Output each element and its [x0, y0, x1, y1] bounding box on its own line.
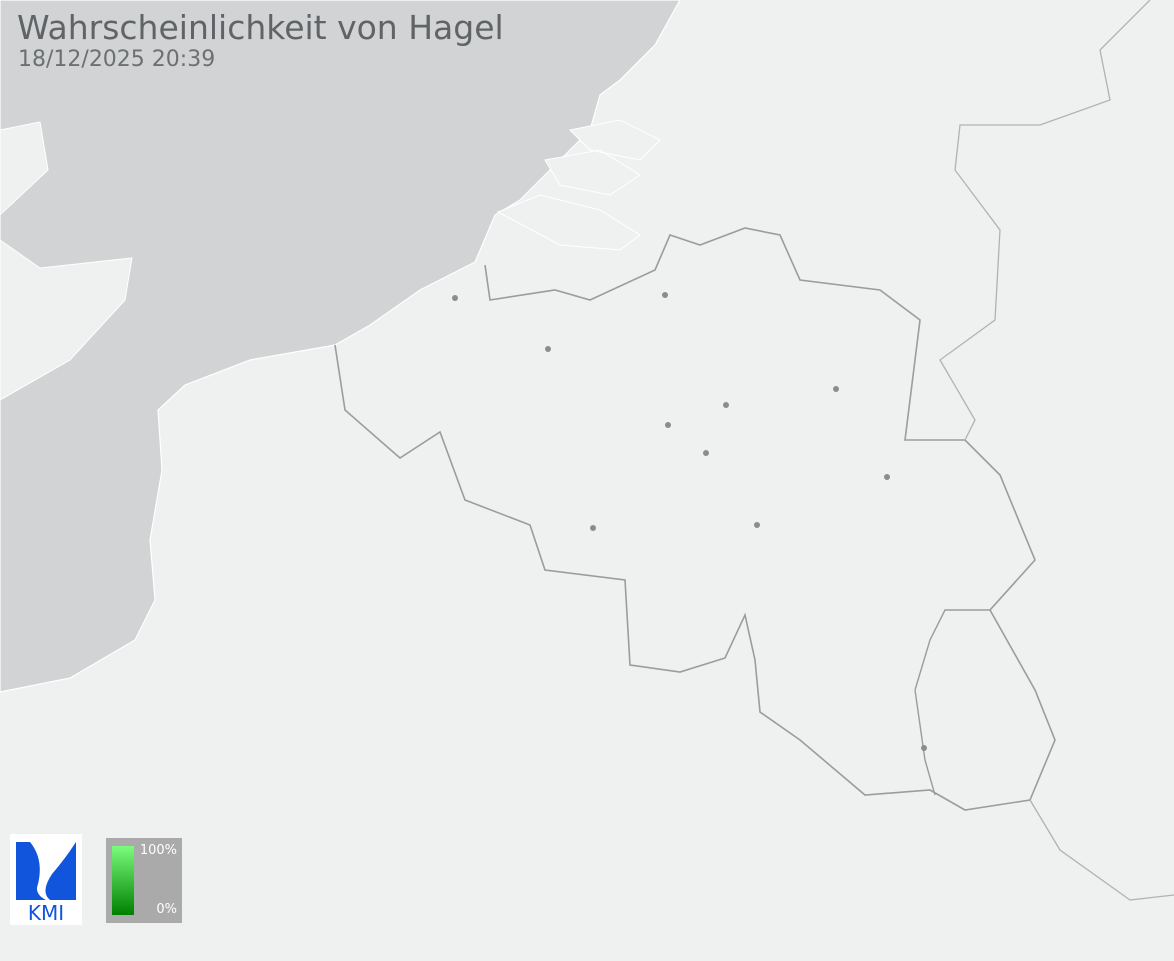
city-marker	[662, 292, 668, 298]
legend-color-bar	[112, 846, 134, 915]
city-marker	[545, 346, 551, 352]
city-marker	[754, 522, 760, 528]
city-marker	[590, 525, 596, 531]
map-title: Wahrscheinlichkeit von Hagel	[17, 8, 504, 47]
city-marker	[703, 450, 709, 456]
sea	[0, 0, 681, 693]
luxembourg-border	[914, 609, 990, 796]
germany-border	[939, 0, 1174, 901]
timestamp: 18/12/2025 20:39	[18, 47, 216, 72]
svg-text:KMI: KMI	[28, 901, 64, 925]
city-marker	[723, 402, 729, 408]
city-marker	[833, 386, 839, 392]
city-markers	[452, 292, 927, 751]
city-marker	[665, 422, 671, 428]
legend-max-label: 100%	[139, 843, 177, 858]
legend-min-label: 0%	[156, 902, 177, 917]
belgium-border	[334, 227, 1056, 811]
kmi-logo: KMI	[10, 834, 82, 925]
england-coast	[0, 121, 133, 401]
city-marker	[452, 295, 458, 301]
probability-legend: 100% 0%	[106, 838, 182, 923]
city-marker	[884, 474, 890, 480]
zeeland-islands	[496, 119, 661, 251]
city-marker	[921, 745, 927, 751]
